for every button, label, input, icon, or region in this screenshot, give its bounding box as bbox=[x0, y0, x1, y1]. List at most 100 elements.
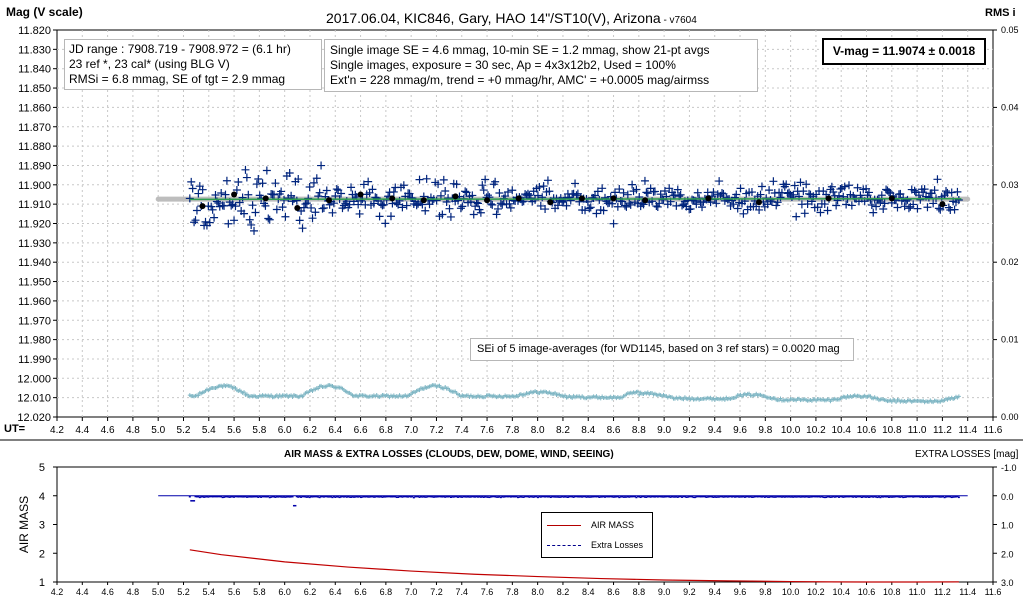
extra-losses-point bbox=[840, 495, 843, 498]
extra-losses-point bbox=[608, 495, 611, 498]
lower-x-tick-label: 11.6 bbox=[985, 587, 1002, 597]
x-axis-title: UT= bbox=[4, 423, 26, 435]
y-axis-title-right: RMS i bbox=[985, 7, 1016, 19]
extra-losses-point bbox=[308, 496, 311, 499]
extra-losses-point bbox=[820, 495, 823, 498]
measurement-point bbox=[493, 204, 502, 213]
extra-losses-point bbox=[479, 496, 482, 498]
measurement-point bbox=[656, 190, 665, 199]
measurement-point bbox=[506, 203, 515, 212]
extra-losses-point bbox=[825, 496, 828, 499]
extra-losses-point bbox=[347, 495, 350, 498]
extra-losses-point bbox=[506, 495, 509, 498]
extra-losses-point bbox=[639, 496, 642, 499]
extra-losses-point bbox=[909, 495, 912, 498]
extra-losses-point bbox=[802, 496, 805, 498]
extra-losses-point bbox=[535, 495, 538, 498]
measurement-point bbox=[264, 214, 273, 223]
measurement-point bbox=[319, 203, 328, 212]
measurement-point bbox=[476, 208, 485, 217]
upper-x-tick-label: 5.8 bbox=[252, 425, 266, 436]
extra-losses-point bbox=[733, 496, 736, 498]
measurement-point bbox=[673, 185, 682, 194]
extra-losses-point bbox=[656, 496, 659, 498]
measurement-point bbox=[643, 189, 652, 198]
average-point bbox=[420, 197, 427, 204]
extra-losses-point bbox=[281, 496, 284, 498]
measurement-point bbox=[842, 200, 851, 209]
lower-y-tick-label: 2 bbox=[39, 548, 45, 560]
extra-losses-point bbox=[528, 496, 531, 498]
lower-x-tick-label: 8.0 bbox=[531, 587, 544, 597]
upper-y2-tick-label: 0.00 bbox=[1001, 412, 1019, 422]
extra-losses-point bbox=[542, 495, 545, 498]
extra-losses-point bbox=[890, 496, 893, 498]
measurement-point bbox=[422, 174, 431, 183]
measurement-point bbox=[486, 199, 495, 208]
extra-losses-point bbox=[492, 495, 495, 498]
extra-losses-point bbox=[248, 495, 251, 498]
measurement-point bbox=[251, 208, 260, 217]
measurement-point bbox=[933, 175, 942, 184]
rms-point bbox=[635, 389, 640, 394]
measurement-point bbox=[581, 206, 590, 215]
extra-losses-point bbox=[375, 495, 378, 498]
rms-point bbox=[681, 397, 686, 402]
extra-losses-point bbox=[475, 495, 478, 498]
measurement-point bbox=[308, 214, 317, 223]
extra-losses-point bbox=[936, 495, 939, 498]
measurement-point bbox=[190, 218, 199, 227]
extra-losses-point bbox=[354, 496, 357, 498]
extra-losses-point bbox=[612, 496, 615, 498]
measurement-point bbox=[942, 187, 951, 196]
extra-losses-point bbox=[370, 495, 373, 498]
extra-losses-point bbox=[592, 495, 595, 498]
lower-x-tick-label: 10.0 bbox=[782, 587, 800, 597]
extra-losses-point bbox=[748, 496, 751, 498]
upper-x-tick-label: 7.2 bbox=[430, 425, 444, 436]
extra-losses-point bbox=[561, 495, 564, 498]
measurement-point bbox=[763, 200, 772, 209]
upper-x-tick-label: 6.2 bbox=[303, 425, 317, 436]
extra-losses-point bbox=[719, 495, 722, 498]
measurement-point bbox=[893, 203, 902, 212]
extra-losses-point bbox=[213, 495, 216, 498]
extra-losses-point bbox=[572, 496, 575, 498]
average-point bbox=[825, 195, 832, 202]
extra-losses-point bbox=[853, 495, 856, 498]
measurement-point bbox=[914, 191, 923, 200]
measurement-point bbox=[272, 205, 281, 214]
legend-losses-swatch bbox=[547, 544, 581, 546]
extra-losses-point bbox=[399, 495, 402, 498]
extra-losses-point bbox=[776, 495, 779, 498]
average-point bbox=[939, 201, 946, 208]
measurement-point bbox=[434, 180, 443, 189]
extra-losses-point bbox=[594, 495, 597, 498]
extra-losses-point bbox=[642, 495, 645, 498]
extra-losses-point bbox=[191, 500, 194, 502]
measurement-point bbox=[317, 161, 326, 170]
measurement-point bbox=[277, 187, 286, 196]
lower-x-tick-label: 11.0 bbox=[909, 587, 926, 597]
rms-point bbox=[553, 390, 558, 395]
measurement-point bbox=[492, 210, 501, 219]
extra-losses-point bbox=[342, 496, 345, 498]
measurement-point bbox=[650, 187, 659, 196]
extra-losses-point bbox=[491, 495, 494, 498]
extra-losses-point bbox=[758, 495, 761, 498]
rms-point bbox=[722, 397, 727, 402]
vmag-result: V-mag = 11.9074 ± 0.0018 bbox=[822, 38, 986, 65]
measurement-point bbox=[660, 187, 669, 196]
extra-losses-point bbox=[253, 495, 256, 498]
lower-y-axis-title: AIR MASS bbox=[17, 496, 31, 553]
extra-losses-point bbox=[198, 496, 201, 499]
extra-losses-point bbox=[903, 496, 906, 498]
measurement-point bbox=[496, 199, 505, 208]
extra-losses-point bbox=[638, 495, 641, 498]
extra-losses-point bbox=[875, 496, 878, 498]
measurement-point bbox=[608, 199, 617, 208]
measurement-point bbox=[953, 187, 962, 196]
extra-losses-point bbox=[558, 496, 561, 498]
extra-losses-point bbox=[233, 496, 236, 498]
extra-losses-point bbox=[816, 495, 819, 498]
